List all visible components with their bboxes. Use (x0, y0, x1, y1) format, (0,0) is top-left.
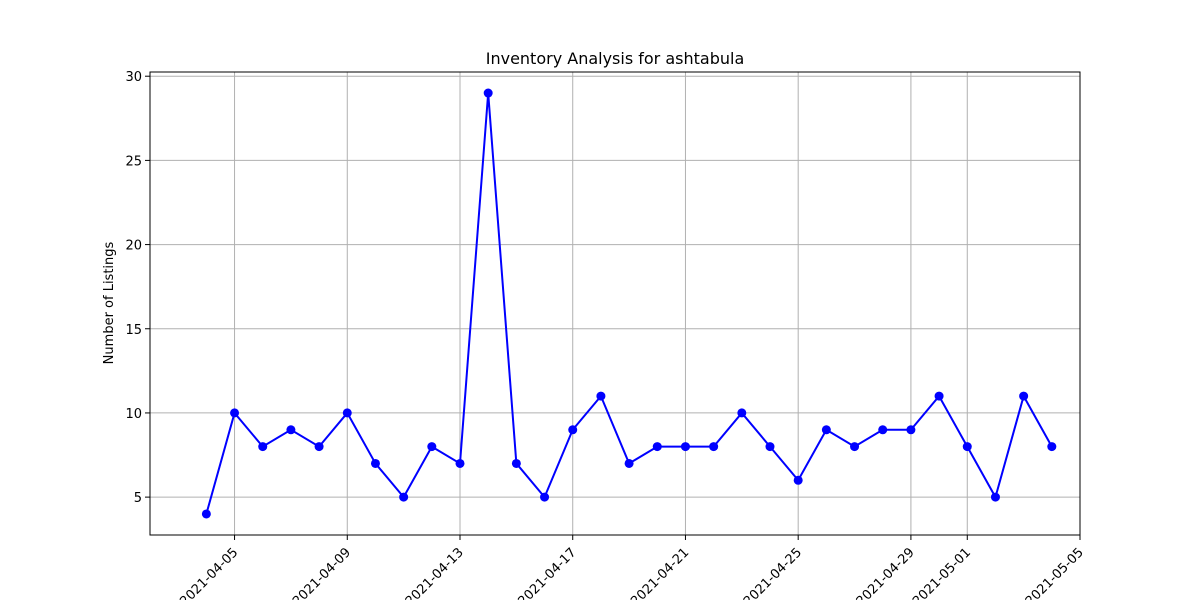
data-point (709, 442, 719, 452)
data-point (455, 458, 465, 468)
y-tick-label: 5 (134, 491, 142, 506)
data-point (399, 492, 409, 502)
data-point (878, 425, 888, 435)
series-layer (201, 88, 1057, 519)
data-point (1019, 391, 1029, 401)
x-tick-label: 2021-05-01 (910, 545, 974, 600)
x-tick-label: 2021-05-05 (1023, 545, 1087, 600)
data-point (596, 391, 606, 401)
x-tick-label: 2021-04-29 (854, 545, 918, 600)
data-point (511, 458, 521, 468)
x-tick-label: 2021-04-09 (290, 545, 354, 600)
data-point (201, 509, 211, 519)
data-point (990, 492, 1000, 502)
data-point (624, 458, 634, 468)
data-point (540, 492, 550, 502)
data-point (934, 391, 944, 401)
y-tick-label: 25 (125, 154, 142, 169)
x-tick-label: 2021-04-21 (628, 545, 692, 600)
y-tick-label: 10 (125, 407, 142, 422)
data-point (258, 442, 268, 452)
data-point (1047, 442, 1057, 452)
y-tick-label: 20 (125, 239, 142, 254)
series-line (205, 92, 1053, 515)
data-point (370, 458, 380, 468)
data-point (737, 408, 747, 418)
data-point (850, 442, 860, 452)
plot-frame (149, 71, 1081, 536)
chart-title: Inventory Analysis for ashtabula (486, 49, 745, 68)
data-point (765, 442, 775, 452)
data-point (821, 425, 831, 435)
data-point (342, 408, 352, 418)
y-tick-label: 30 (125, 70, 142, 85)
data-point (962, 442, 972, 452)
x-tick-label: 2021-04-13 (403, 545, 467, 600)
data-point (680, 442, 690, 452)
data-point (427, 442, 437, 452)
data-point (286, 425, 296, 435)
x-tick-label: 2021-04-17 (516, 545, 580, 600)
data-point (568, 425, 578, 435)
x-tick-label: 2021-04-05 (177, 545, 241, 600)
data-point (652, 442, 662, 452)
grid (150, 72, 1081, 535)
data-point (314, 442, 324, 452)
data-point (230, 408, 240, 418)
data-point (483, 88, 493, 98)
y-tick-label: 15 (125, 323, 142, 338)
x-tick-label: 2021-04-25 (741, 545, 805, 600)
data-point (793, 475, 803, 485)
y-axis-label: Number of Listings (102, 241, 117, 364)
data-point (906, 425, 916, 435)
axis-ticks: 2021-04-05 2021-04-09 2021-04-13 2021-04-17… (125, 70, 1086, 600)
